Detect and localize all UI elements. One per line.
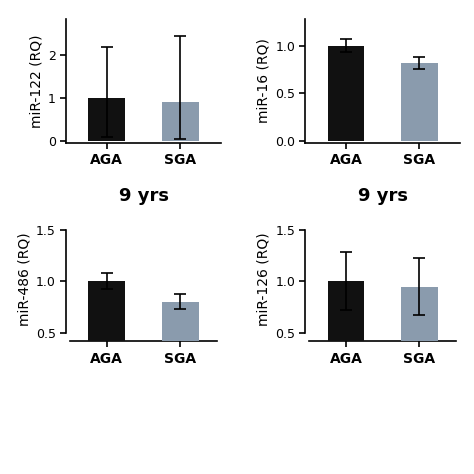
Y-axis label: miR-16 (RQ): miR-16 (RQ)	[257, 38, 271, 123]
Bar	[162, 102, 199, 141]
Y-axis label: miR-122 (RQ): miR-122 (RQ)	[30, 34, 44, 128]
X-axis label: 9 yrs: 9 yrs	[358, 187, 408, 205]
Bar	[88, 282, 125, 385]
Y-axis label: miR-486 (RQ): miR-486 (RQ)	[18, 232, 32, 326]
Bar	[401, 286, 438, 385]
Bar	[162, 302, 199, 385]
Bar	[88, 98, 125, 141]
Bar	[328, 46, 365, 141]
Bar	[401, 63, 438, 141]
Y-axis label: miR-126 (RQ): miR-126 (RQ)	[257, 232, 271, 326]
Bar	[328, 282, 365, 385]
X-axis label: 9 yrs: 9 yrs	[118, 187, 168, 205]
